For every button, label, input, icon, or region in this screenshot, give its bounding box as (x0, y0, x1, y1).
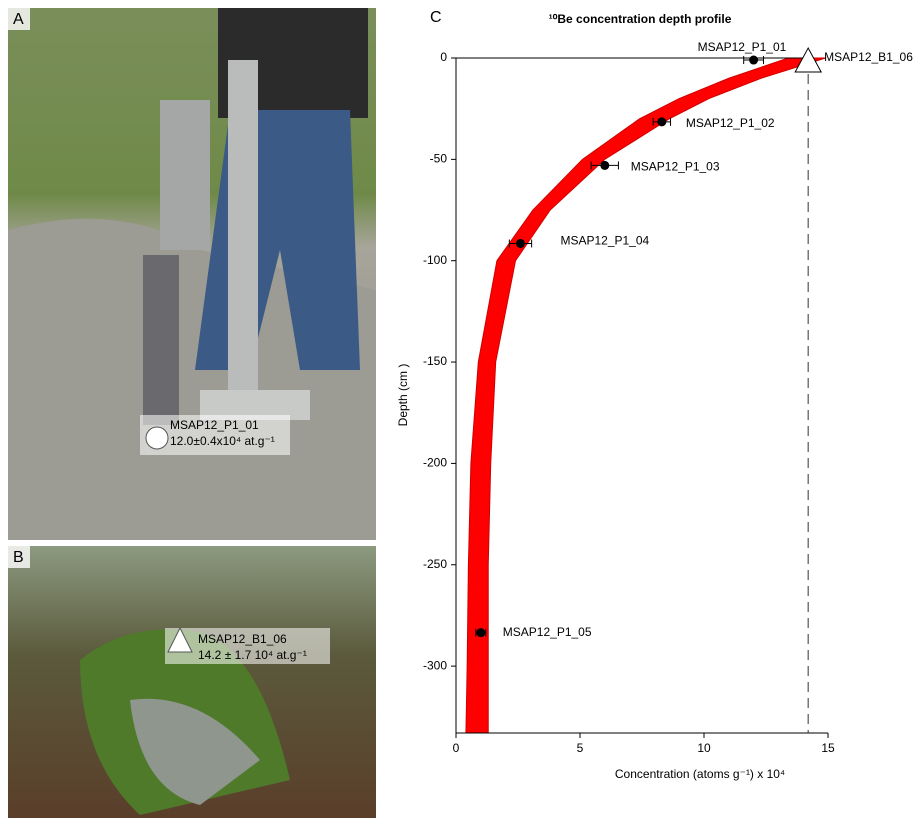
point (476, 628, 486, 638)
point-label: MSAP12_P1_04 (560, 234, 649, 248)
sample-label: MSAP12_B1_06 (198, 632, 287, 646)
reference-label: MSAP12_B1_06 (824, 50, 913, 64)
point-label: MSAP12_P1_01 (698, 40, 787, 54)
sample-label: MSAP12_P1_01 (170, 418, 259, 432)
sample-value: 14.2 ± 1.7 10⁴ at.g⁻¹ (198, 648, 307, 662)
x-tick-label: 0 (453, 741, 460, 755)
point-label: MSAP12_P1_05 (503, 625, 592, 639)
y-tick-label: -100 (423, 253, 447, 267)
x-tick-label: 15 (821, 741, 835, 755)
y-tick-label: -200 (423, 456, 447, 470)
y-tick-label: 0 (440, 50, 447, 64)
y-tick-label: -250 (423, 557, 447, 571)
panel-label: B (13, 549, 24, 566)
x-axis-label: Concentration (atoms g⁻¹) x 10⁴ (615, 767, 785, 781)
panel-label: C (430, 9, 442, 26)
sample-value: 12.0±0.4x10⁴ at.g⁻¹ (170, 434, 275, 448)
point-label: MSAP12_P1_03 (631, 160, 720, 174)
y-tick-label: -150 (423, 354, 447, 368)
point (749, 55, 759, 65)
reference-marker (794, 47, 822, 73)
point (600, 160, 610, 170)
point (515, 238, 525, 248)
panel-label: A (13, 11, 24, 28)
photo-a: MSAP12_P1_01 12.0±0.4x10⁴ at.g⁻¹ A (8, 8, 376, 540)
point (657, 117, 667, 127)
chart-title: ¹⁰Be concentration depth profile (549, 12, 732, 26)
x-tick-label: 5 (577, 741, 584, 755)
y-axis-label: Depth (cm ) (396, 364, 410, 427)
y-tick-label: -300 (423, 658, 447, 672)
photo-b: MSAP12_B1_06 14.2 ± 1.7 10⁴ at.g⁻¹ B (8, 546, 376, 818)
y-tick-label: -50 (430, 152, 448, 166)
point-label: MSAP12_P1_02 (686, 116, 775, 130)
x-tick-label: 10 (697, 741, 711, 755)
